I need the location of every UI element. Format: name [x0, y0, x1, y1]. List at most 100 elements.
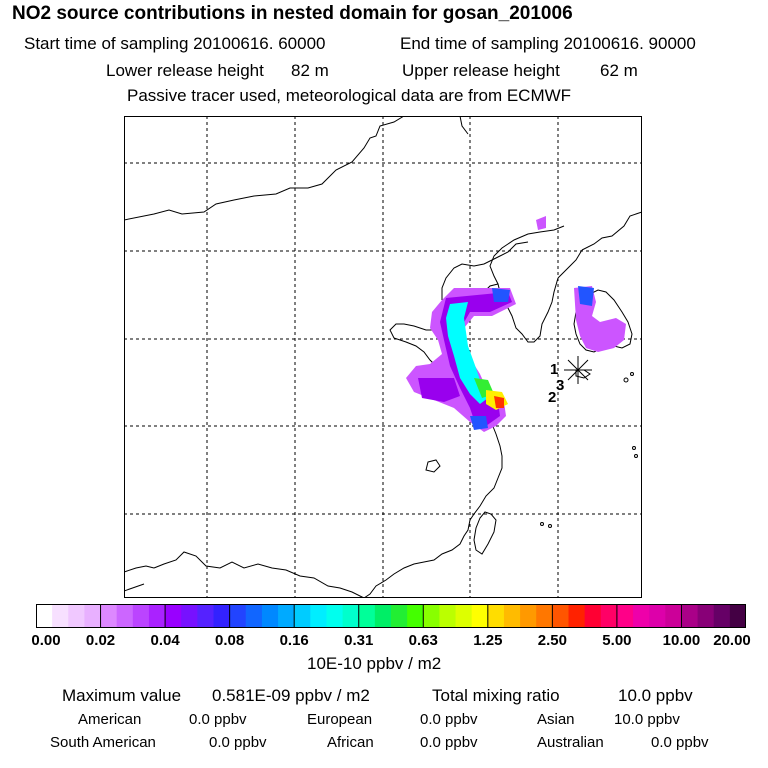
china-russia-east-border [581, 211, 642, 251]
tracer-note: Passive tracer used, meteorological data… [127, 86, 572, 105]
colorbar-segment [261, 604, 279, 628]
colorbar-segment [374, 604, 392, 628]
colorbar-unit: 10E-10 ppbv / m2 [307, 654, 442, 673]
region-name: European [307, 711, 373, 728]
colorbar-segment [165, 604, 182, 628]
china-mongolia-border [124, 116, 405, 221]
start-time-label: Start time of sampling 20100616. 60000 [24, 34, 326, 53]
region-name: Asian [537, 711, 575, 728]
end-time-label: End time of sampling 20100616. 90000 [400, 34, 696, 53]
colorbar-segment [665, 604, 683, 628]
plume-mid-west [418, 378, 460, 402]
colorbar-segment [132, 604, 150, 628]
receptor-label: 1 [550, 361, 558, 378]
colorbar-segment [36, 604, 53, 628]
region-value: 0.0 ppbv [420, 711, 478, 728]
region-value: 0.0 ppbv [189, 711, 247, 728]
upper-release-value: 62 m [600, 61, 638, 80]
colorbar-segment [294, 604, 311, 628]
lower-release-value: 82 m [291, 61, 329, 80]
max-value-label: Maximum value [62, 686, 182, 705]
region-name: African [327, 734, 374, 751]
colorbar-segment [116, 604, 134, 628]
colorbar-segment [616, 604, 634, 628]
concentration-map: 1 3 2 [124, 116, 642, 598]
china-korea-border [557, 249, 583, 279]
colorbar-segment [649, 604, 666, 628]
colorbar-segment [713, 604, 731, 628]
colorbar-tick-label: 0.00 [31, 632, 61, 649]
region-name: Australian [537, 734, 604, 751]
colorbar-segment [310, 604, 328, 628]
concentration-plume [406, 216, 626, 432]
colorbar-segment [455, 604, 473, 628]
colorbar [36, 604, 746, 628]
colorbar-tick-label: 20.00 [713, 632, 751, 649]
colorbar-segment [423, 604, 441, 628]
colorbar-tick-label: 0.04 [150, 632, 180, 649]
colorbar-segment [439, 604, 457, 628]
taiwan-island [473, 511, 497, 555]
zhoushan-island [425, 459, 441, 473]
plume-red-core [494, 396, 504, 408]
colorbar-segment [536, 604, 553, 628]
max-value: 0.581E-09 ppbv / m2 [212, 686, 370, 705]
lower-release-label: Lower release height [106, 61, 264, 80]
plume-outer-patch-north [536, 216, 546, 230]
colorbar-segment [278, 604, 295, 628]
colorbar-segment [84, 604, 102, 628]
colorbar-tick-label: 5.00 [602, 632, 632, 649]
colorbar-segment [245, 604, 263, 628]
colorbar-tick-label: 10.00 [662, 632, 701, 649]
colorbar-segment [487, 604, 505, 628]
region-value: 0.0 ppbv [420, 734, 478, 751]
colorbar-segment [229, 604, 247, 628]
small-island [632, 446, 636, 450]
colorbar-segment [68, 604, 86, 628]
colorbar-segment [568, 604, 586, 628]
colorbar-segment [326, 604, 344, 628]
colorbar-segment [148, 604, 166, 628]
plume-blue-korea [578, 286, 594, 306]
colorbar-segment [213, 604, 231, 628]
colorbar-segment [584, 604, 602, 628]
liaodong-coast [441, 241, 529, 300]
total-mixing-value: 10.0 ppbv [618, 686, 693, 705]
china-southwest-border [153, 551, 365, 598]
region-value: 0.0 ppbv [651, 734, 709, 751]
receptor-label: 3 [556, 377, 564, 394]
colorbar-segment [197, 604, 215, 628]
colorbar-segment [100, 604, 118, 628]
colorbar-segment [552, 604, 570, 628]
small-island [548, 524, 552, 528]
colorbar-segment [729, 604, 746, 628]
region-value: 10.0 ppbv [614, 711, 680, 728]
colorbar-tick-label: 0.63 [408, 632, 438, 649]
colorbar-frame [36, 604, 746, 628]
china-russia-border [459, 116, 469, 135]
small-island [623, 377, 629, 383]
china-west-border [124, 565, 155, 573]
colorbar-segment [181, 604, 198, 628]
colorbar-segment [407, 604, 424, 628]
small-island [634, 454, 638, 458]
colorbar-segment [471, 604, 489, 628]
total-mixing-label: Total mixing ratio [432, 686, 560, 705]
region-name: South American [50, 734, 156, 751]
small-island [540, 522, 544, 526]
china-korea-coast [363, 277, 559, 598]
bohai-north-coast [489, 225, 565, 285]
receptor-label: 2 [548, 389, 556, 406]
colorbar-segment [633, 604, 650, 628]
upper-release-label: Upper release height [402, 61, 560, 80]
colorbar-segment [391, 604, 408, 628]
colorbar-segment [342, 604, 360, 628]
receptor-star-icon [564, 356, 592, 384]
small-island [630, 372, 634, 376]
colorbar-segment [600, 604, 618, 628]
colorbar-tick-label: 2.50 [537, 632, 567, 649]
colorbar-segment [520, 604, 537, 628]
plume-blue-south [470, 416, 488, 430]
plume-blue-north [492, 288, 510, 302]
colorbar-tick-label: 0.08 [215, 632, 245, 649]
